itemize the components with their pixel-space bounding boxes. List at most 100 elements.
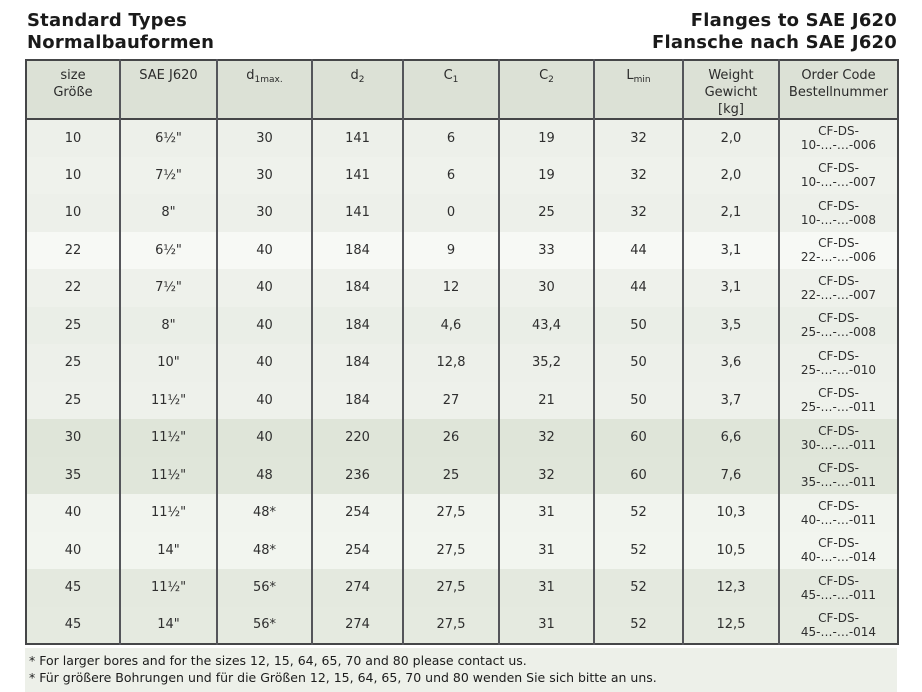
table-cell: 8" bbox=[119, 194, 217, 232]
footnote-en: * For larger bores and for the sizes 12,… bbox=[29, 653, 527, 668]
table-cell: 33 bbox=[498, 231, 594, 269]
table-cell: CF-DS-10-…-…-007 bbox=[778, 156, 898, 194]
table-cell: CF-DS-10-…-…-006 bbox=[778, 119, 898, 157]
table-cell: 27,5 bbox=[402, 606, 499, 644]
table-cell: 3,6 bbox=[682, 344, 779, 382]
table-cell: 40 bbox=[64, 505, 82, 521]
table-cell: 6½" bbox=[119, 231, 217, 269]
table-cell: 31 bbox=[498, 531, 594, 569]
table-cell: CF-DS-25-…-…-011 bbox=[778, 381, 898, 419]
table-cell: 32 bbox=[593, 194, 683, 232]
table-row: 10 6½" 30 141 6 19 32 2,0 CF-DS-10-…-…-006 bbox=[26, 119, 898, 157]
table-cell: 30 bbox=[216, 156, 312, 194]
table-row: 45 11½" 56* 274 27,5 31 52 12,3 CF-DS-45-…-…-011 bbox=[26, 569, 898, 607]
table-cell: 27,5 bbox=[402, 531, 499, 569]
table-cell: 56* bbox=[216, 606, 312, 644]
table-cell: 3,5 bbox=[682, 306, 779, 344]
column-header: Weight Gewicht [kg] bbox=[682, 60, 779, 119]
table-row: 40 11½" 48* 254 27,5 31 52 10,3 CF-DS-40-…-…-011 bbox=[26, 494, 898, 532]
table-cell: 27,5 bbox=[402, 569, 499, 607]
page-title-de: Normalbauformen bbox=[27, 32, 215, 53]
table-cell: 274 bbox=[311, 606, 403, 644]
column-header: d1max. bbox=[216, 60, 312, 119]
table-cell: 40 bbox=[64, 542, 82, 558]
table-cell: CF-DS-30-…-…-011 bbox=[778, 419, 898, 457]
table-cell: 141 bbox=[311, 156, 403, 194]
table-cell: 32 bbox=[498, 419, 594, 457]
table-cell: 43,4 bbox=[498, 306, 594, 344]
table-cell: 25 bbox=[498, 194, 594, 232]
table-cell: 12,8 bbox=[402, 344, 499, 382]
page-title-en: Standard Types bbox=[27, 10, 188, 31]
table-cell: 7½" bbox=[119, 156, 217, 194]
table-cell: 2,0 bbox=[682, 156, 779, 194]
table-cell: 254 bbox=[311, 494, 403, 532]
table-cell: 6,6 bbox=[682, 419, 779, 457]
table-cell: 48* bbox=[216, 494, 312, 532]
table-cell: 10,3 bbox=[682, 494, 779, 532]
table-cell: 40 bbox=[216, 269, 312, 307]
table-cell: 6½" bbox=[119, 119, 217, 157]
table-cell: 45 bbox=[64, 617, 82, 633]
table-cell: 50 bbox=[593, 344, 683, 382]
table-cell: CF-DS-45-…-…-014 bbox=[778, 606, 898, 644]
page-header: Standard Types Normalbauformen Flanges t… bbox=[27, 10, 897, 54]
table-cell: 3,7 bbox=[682, 381, 779, 419]
table-cell: 11½" bbox=[119, 494, 217, 532]
table-cell: 4,6 bbox=[402, 306, 499, 344]
table-cell: 35 bbox=[64, 467, 82, 483]
table-cell: 50 bbox=[593, 306, 683, 344]
table-cell: 14" bbox=[119, 531, 217, 569]
table-row: 25 10" 40 184 12,8 35,2 50 3,6 CF-DS-25-…-…-010 bbox=[26, 344, 898, 382]
column-header: Lmin bbox=[593, 60, 683, 119]
table-cell: 2,0 bbox=[682, 119, 779, 157]
table-cell: 30 bbox=[216, 194, 312, 232]
table-cell: 236 bbox=[311, 456, 403, 494]
table-cell: 25 bbox=[64, 392, 82, 408]
table-cell: 12,5 bbox=[682, 606, 779, 644]
table-cell: 3,1 bbox=[682, 231, 779, 269]
table-cell: 254 bbox=[311, 531, 403, 569]
table-cell: 52 bbox=[593, 494, 683, 532]
table-cell: 30 bbox=[498, 269, 594, 307]
table-cell: 0 bbox=[402, 194, 499, 232]
table-cell: 40 bbox=[216, 231, 312, 269]
column-header: C1 bbox=[402, 60, 499, 119]
table-cell: 27 bbox=[402, 381, 499, 419]
table-cell: 56* bbox=[216, 569, 312, 607]
table-cell: 40 bbox=[216, 306, 312, 344]
table-cell: 32 bbox=[498, 456, 594, 494]
footnote-de: * Für größere Bohrungen und für die Größ… bbox=[29, 670, 657, 685]
table-row: 45 14" 56* 274 27,5 31 52 12,5 CF-DS-45-…-…-014 bbox=[26, 606, 898, 644]
table-cell: 25 bbox=[64, 317, 82, 333]
title-left: Standard Types Normalbauformen bbox=[27, 10, 214, 54]
table-cell: 32 bbox=[593, 119, 683, 157]
table-cell: 6 bbox=[402, 119, 499, 157]
table-cell: 11½" bbox=[119, 569, 217, 607]
table-cell: CF-DS-35-…-…-011 bbox=[778, 456, 898, 494]
table-row: 40 14" 48* 254 27,5 31 52 10,5 CF-DS-40-…-…-014 bbox=[26, 531, 898, 569]
table-cell: 19 bbox=[498, 119, 594, 157]
table-cell: 21 bbox=[498, 381, 594, 419]
column-header: Order Code Bestellnummer bbox=[778, 60, 898, 119]
column-header: C2 bbox=[498, 60, 594, 119]
table-cell: 31 bbox=[498, 569, 594, 607]
table-cell: 10 bbox=[64, 205, 82, 221]
table-cell: 8" bbox=[119, 306, 217, 344]
table-cell: 35,2 bbox=[498, 344, 594, 382]
table-cell: 10 bbox=[64, 130, 82, 146]
table-body: 10 6½" 30 141 6 19 32 2,0 CF-DS-10-…-…-006 10 7½" 3… bbox=[26, 119, 898, 644]
table-row: 25 8" 40 184 4,6 43,4 50 3,5 CF-DS-25-…-…-008 bbox=[26, 306, 898, 344]
table-cell: 40 bbox=[216, 419, 312, 457]
flange-spec-table: size Größe SAE J620 d1max. d2 C1 C2 Lmin Weight G… bbox=[25, 59, 899, 645]
table-cell: 10,5 bbox=[682, 531, 779, 569]
table-cell: 40 bbox=[216, 381, 312, 419]
table-row: 10 8" 30 141 0 25 32 2,1 CF-DS-10-…-…-008 bbox=[26, 194, 898, 232]
table-cell: 30 bbox=[216, 119, 312, 157]
table-cell: 12,3 bbox=[682, 569, 779, 607]
title-right: Flanges to SAE J620 Flansche nach SAE J6… bbox=[652, 10, 897, 54]
table-cell: 184 bbox=[311, 306, 403, 344]
table-cell: 31 bbox=[498, 494, 594, 532]
table-row: 10 7½" 30 141 6 19 32 2,0 CF-DS-10-…-…-007 bbox=[26, 156, 898, 194]
